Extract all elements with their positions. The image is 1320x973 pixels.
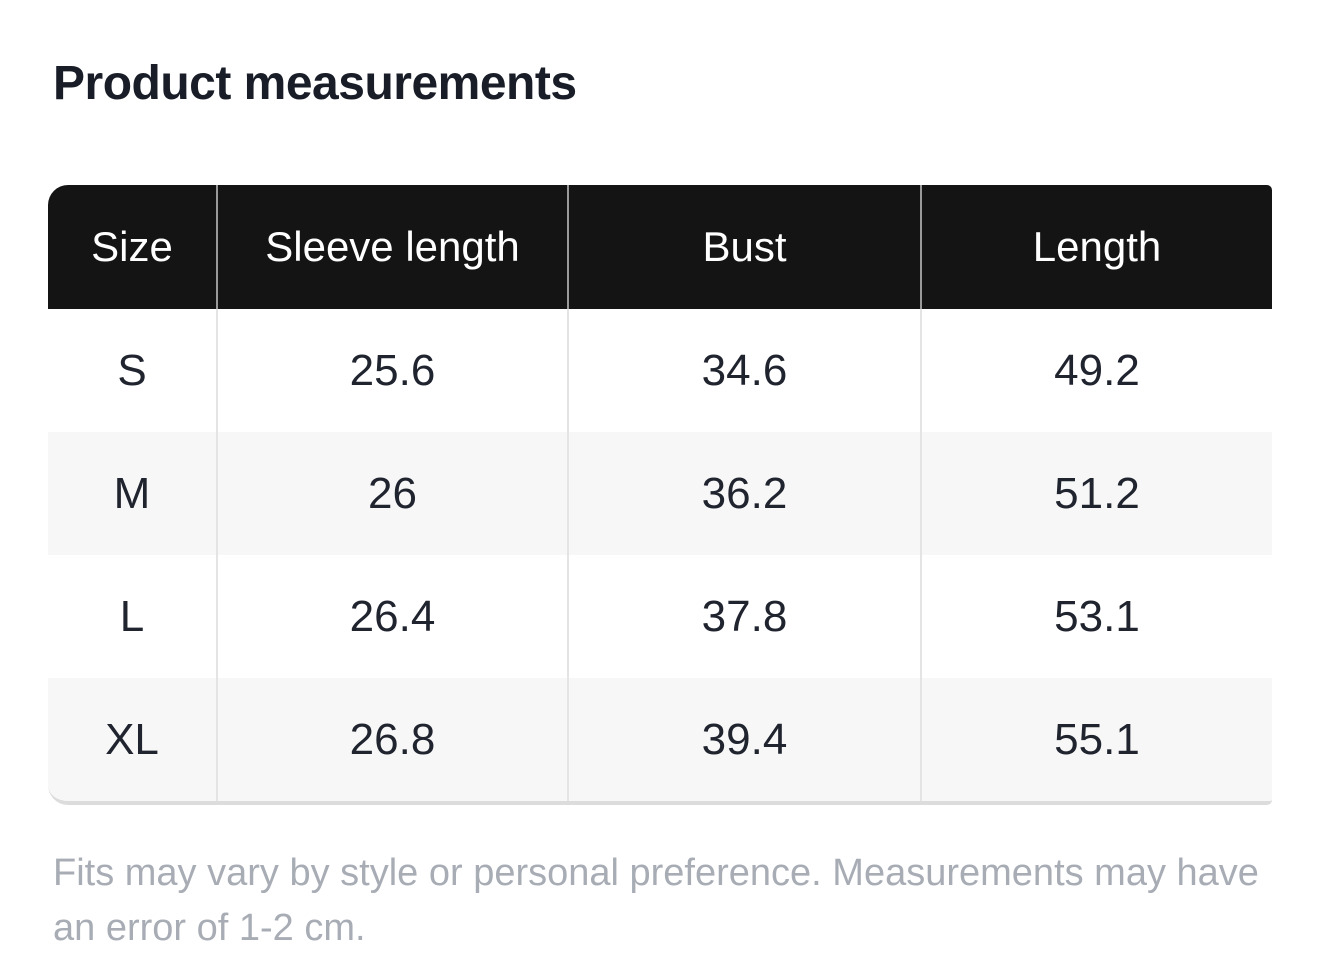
cell-sleeve-length: 25.6 — [217, 309, 569, 432]
table-row-s: S 25.6 34.6 49.2 — [48, 309, 1272, 432]
fit-disclaimer-note: Fits may vary by style or personal prefe… — [53, 852, 1259, 949]
cell-size: XL — [48, 678, 218, 801]
cell-sleeve-length: 26 — [217, 432, 569, 555]
cell-size: S — [48, 309, 218, 432]
cell-size: M — [48, 432, 218, 555]
page-title: Product measurements — [53, 57, 577, 110]
table-row-m: M 26 36.2 51.2 — [48, 432, 1272, 555]
cell-bust: 39.4 — [568, 678, 922, 801]
cell-bust: 34.6 — [568, 309, 922, 432]
cell-length: 55.1 — [921, 678, 1272, 801]
table-header-row: Size Sleeve length Bust Length — [48, 185, 1272, 309]
table-row-l: L 26.4 37.8 53.1 — [48, 555, 1272, 678]
header-cell-size: Size — [48, 185, 218, 309]
cell-bust: 36.2 — [568, 432, 922, 555]
header-cell-sleeve-length: Sleeve length — [217, 185, 569, 309]
size-chart-table: Size Sleeve length Bust Length S 25.6 34… — [48, 185, 1272, 801]
cell-sleeve-length: 26.8 — [217, 678, 569, 801]
cell-length: 51.2 — [921, 432, 1272, 555]
header-cell-bust: Bust — [568, 185, 922, 309]
cell-length: 49.2 — [921, 309, 1272, 432]
cell-length: 53.1 — [921, 555, 1272, 678]
cell-size: L — [48, 555, 218, 678]
table-row-xl: XL 26.8 39.4 55.1 — [48, 678, 1272, 801]
measurements-table: Size Sleeve length Bust Length S 25.6 34… — [48, 185, 1272, 805]
header-cell-length: Length — [921, 185, 1272, 309]
cell-sleeve-length: 26.4 — [217, 555, 569, 678]
cell-bust: 37.8 — [568, 555, 922, 678]
